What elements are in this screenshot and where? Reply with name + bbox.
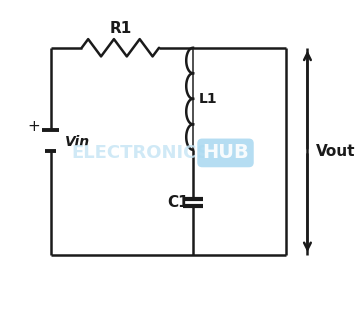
Text: HUB: HUB (202, 144, 249, 163)
Text: Vin: Vin (65, 135, 90, 149)
Text: Vout: Vout (316, 144, 355, 159)
Text: R1: R1 (109, 21, 131, 36)
Text: ELECTRONICS: ELECTRONICS (71, 144, 210, 162)
Text: C1: C1 (167, 195, 188, 210)
Text: +: + (28, 119, 40, 134)
Text: L1: L1 (199, 92, 217, 106)
